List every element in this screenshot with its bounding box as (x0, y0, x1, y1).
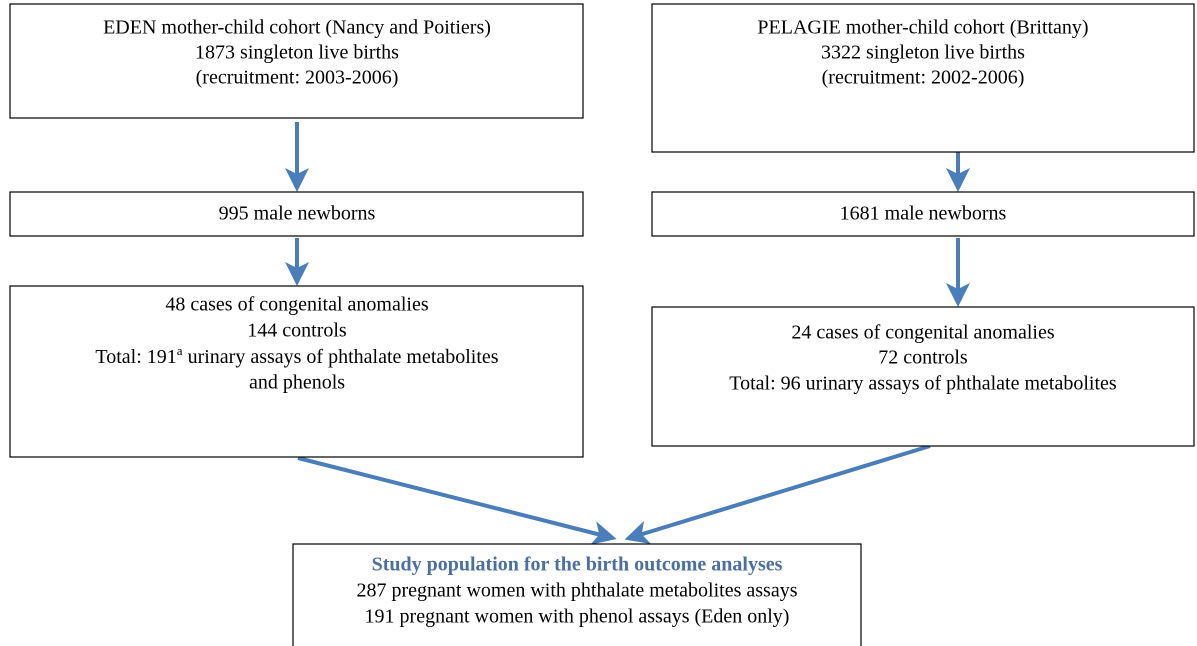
box-text: 48 cases of congenital anomalies (165, 294, 428, 316)
box-text: PELAGIE mother-child cohort (Brittany) (757, 17, 1088, 39)
box-text: (recruitment: 2003-2006) (196, 67, 399, 89)
box-text: 1873 singleton live births (195, 42, 399, 64)
pelagie-cases-box (651, 306, 1195, 447)
box-text: 287 pregnant women with phthalate metabo… (356, 580, 797, 602)
box-text: 191 pregnant women with phenol assays (E… (365, 606, 790, 628)
pelagie-box (651, 3, 1195, 153)
box-text: 1681 male newborns (840, 203, 1007, 225)
study-population-box (292, 543, 862, 646)
box-text: 144 controls (247, 320, 347, 342)
box-text: and phenols (249, 372, 345, 394)
eden-box (9, 3, 584, 119)
pelagie-newborns-box (651, 191, 1195, 237)
box-text: (recruitment: 2002-2006) (822, 67, 1025, 89)
text-part: urinary assays of phthalate metabolites (183, 346, 499, 368)
box-text: Total: 96 urinary assays of phthalate me… (729, 373, 1117, 395)
arrow (297, 456, 617, 545)
box-text: EDEN mother-child cohort (Nancy and Poit… (103, 17, 491, 39)
eden-newborns-box (9, 191, 584, 237)
superscript: a (177, 343, 183, 358)
text-part: Total: 191 (95, 346, 176, 368)
box-text: 995 male newborns (219, 203, 376, 225)
eden-cases-box (9, 285, 584, 458)
box-text: 24 cases of congenital anomalies (791, 322, 1054, 344)
box-text: 72 controls (878, 347, 968, 369)
box-title: Study population for the birth outcome a… (372, 554, 783, 576)
box-text: Total: 191a urinary assays of phthalate … (95, 343, 498, 368)
box-text: 3322 singleton live births (821, 42, 1025, 64)
arrow (624, 444, 931, 544)
